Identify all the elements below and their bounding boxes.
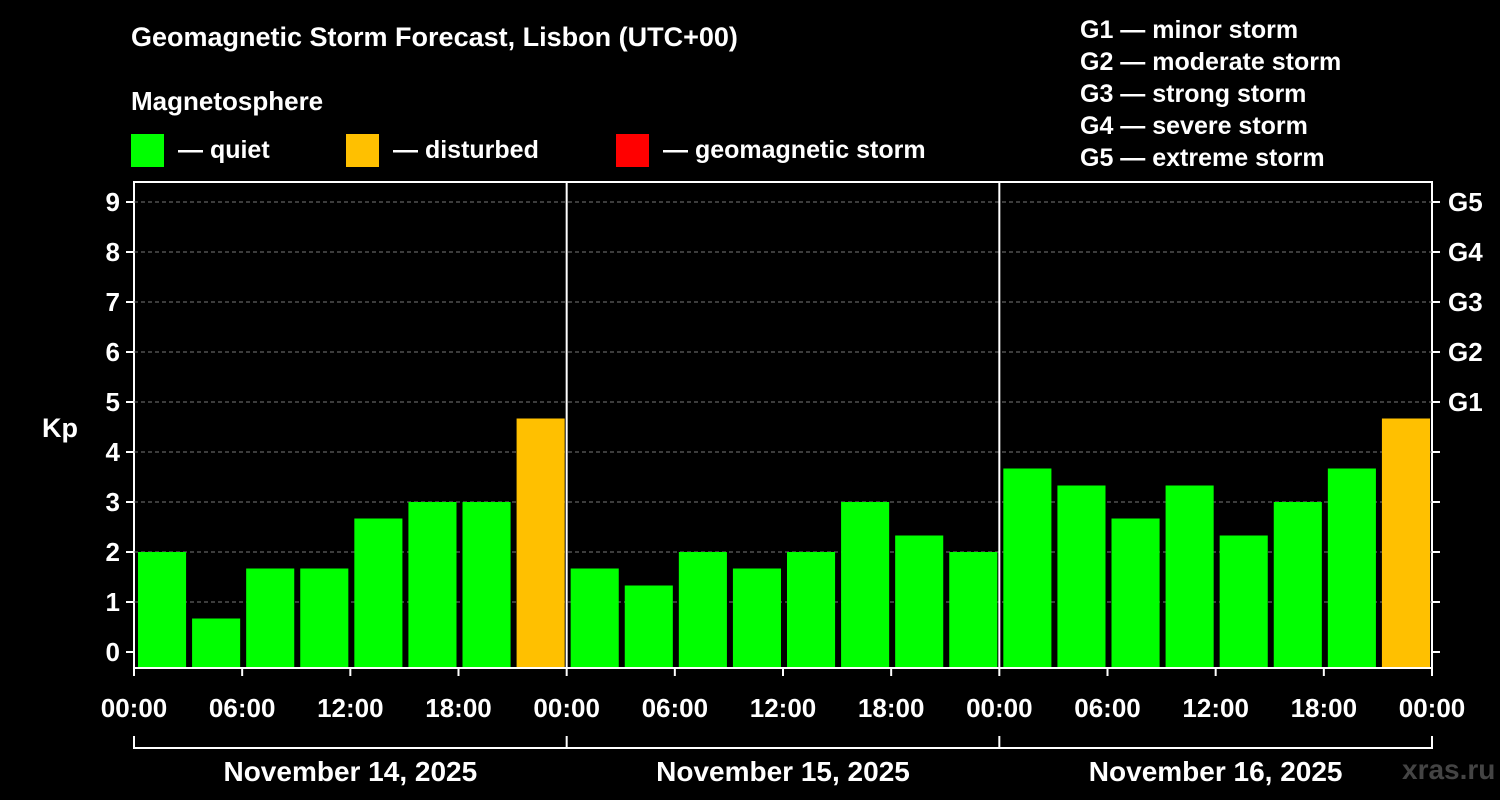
x-tick-label: 12:00: [1182, 693, 1249, 723]
kp-bar: [1381, 418, 1430, 667]
kp-bar: [1165, 485, 1214, 667]
day-label: November 15, 2025: [656, 756, 910, 787]
chart-title: Geomagnetic Storm Forecast, Lisbon (UTC+…: [131, 22, 738, 52]
y-axis-label: Kp: [42, 413, 78, 443]
y-tick-label: 0: [106, 637, 120, 667]
kp-bar: [516, 418, 565, 667]
kp-bar: [192, 618, 241, 667]
watermark: xras.ru: [1402, 754, 1496, 785]
y-tick-label: 3: [106, 487, 120, 517]
kp-bar: [138, 552, 187, 667]
day-label: November 14, 2025: [223, 756, 477, 787]
kp-bar: [1273, 502, 1322, 667]
x-tick-label: 12:00: [317, 693, 384, 723]
y-tick-label: 2: [106, 537, 120, 567]
legend-quiet-label: — quiet: [178, 136, 270, 164]
storm-scale-g2: G2 — moderate storm: [1080, 48, 1342, 76]
x-tick-label: 12:00: [750, 693, 817, 723]
x-tick-label: 00:00: [1399, 693, 1466, 723]
kp-bar: [895, 535, 944, 667]
legend-disturbed-label: — disturbed: [393, 136, 539, 164]
kp-bar: [624, 585, 673, 667]
kp-bar: [462, 502, 511, 667]
x-tick-label: 00:00: [966, 693, 1033, 723]
x-tick-label: 18:00: [858, 693, 925, 723]
storm-scale-g4: G4 — severe storm: [1080, 112, 1308, 140]
g-scale-label: G4: [1448, 237, 1483, 267]
x-tick-label: 18:00: [425, 693, 492, 723]
kp-bar: [354, 518, 403, 667]
kp-bar: [787, 552, 836, 667]
y-tick-label: 5: [106, 387, 120, 417]
legend-quiet: — quiet: [131, 134, 270, 167]
y-tick-label: 9: [106, 187, 120, 217]
kp-bar: [1003, 468, 1052, 667]
legend-storm: — geomagnetic storm: [616, 134, 926, 167]
kp-bar: [1057, 485, 1106, 667]
x-tick-label: 18:00: [1291, 693, 1358, 723]
x-tick-label: 06:00: [642, 693, 709, 723]
kp-bar: [300, 568, 349, 667]
kp-bar: [408, 502, 457, 667]
kp-bar: [732, 568, 781, 667]
legend-subtitle: Magnetosphere: [131, 86, 324, 116]
legend-storm-swatch: [616, 134, 649, 167]
storm-scale-legend: G1 — minor storm G2 — moderate storm G3 …: [1080, 14, 1341, 174]
legend-quiet-swatch: [131, 134, 164, 167]
x-tick-label: 06:00: [1074, 693, 1141, 723]
storm-scale-g1: G1 — minor storm: [1080, 16, 1299, 44]
kp-bar: [841, 502, 890, 667]
kp-bar: [1327, 468, 1376, 667]
g-scale-label: G2: [1448, 337, 1483, 367]
kp-bar: [570, 568, 619, 667]
y-tick-label: 7: [106, 287, 120, 317]
kp-bar: [246, 568, 295, 667]
storm-scale-g5: G5 — extreme storm: [1080, 144, 1325, 172]
g-scale-label: G5: [1448, 187, 1483, 217]
legend-storm-label: — geomagnetic storm: [663, 136, 926, 164]
legend-disturbed: — disturbed: [346, 134, 539, 167]
g-scale-label: G3: [1448, 287, 1483, 317]
legend-disturbed-swatch: [346, 134, 379, 167]
kp-bar: [678, 552, 727, 667]
y-tick-label: 1: [106, 587, 120, 617]
y-tick-label: 8: [106, 237, 120, 267]
storm-scale-g3: G3 — strong storm: [1080, 80, 1307, 108]
x-tick-label: 00:00: [101, 693, 168, 723]
y-tick-label: 6: [106, 337, 120, 367]
day-label: November 16, 2025: [1089, 756, 1343, 787]
kp-bar: [1219, 535, 1268, 667]
kp-bar: [949, 552, 998, 667]
kp-bar: [1111, 518, 1160, 667]
x-tick-label: 06:00: [209, 693, 276, 723]
g-scale-label: G1: [1448, 387, 1483, 417]
y-tick-label: 4: [106, 437, 121, 467]
x-tick-label: 00:00: [533, 693, 600, 723]
